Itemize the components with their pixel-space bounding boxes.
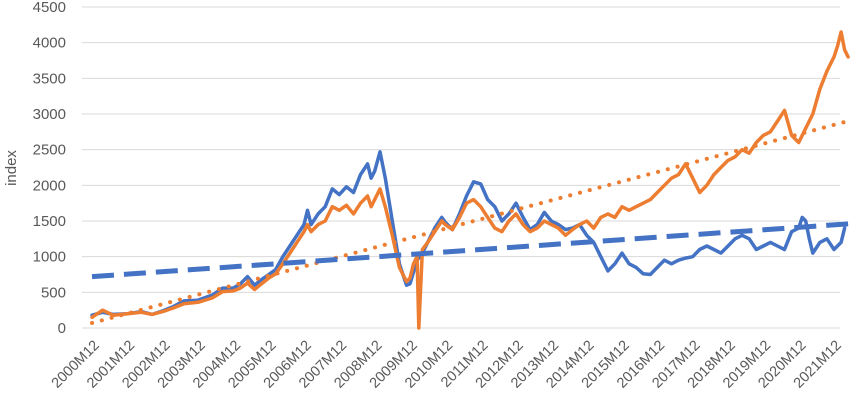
y-tick-label: 0 (58, 320, 66, 337)
y-tick-label: 4500 (33, 0, 66, 16)
series-layer (90, 30, 851, 330)
y-tick-label: 2000 (33, 177, 66, 194)
y-tick-label: 4000 (33, 35, 66, 52)
series-line-0 (90, 150, 847, 317)
y-tick-label: 3500 (33, 70, 66, 87)
y-axis-label: index (3, 150, 20, 186)
y-tick-label: 3000 (33, 106, 66, 123)
x-axis-ticks: 2000M122001M122002M122003M122004M122005M… (49, 338, 845, 392)
trendline-orange-dotted (90, 119, 851, 325)
y-tick-label: 2500 (33, 142, 66, 159)
series-line-1 (90, 30, 850, 330)
gridlines (82, 6, 840, 329)
y-tick-label: 1500 (33, 213, 66, 230)
y-tick-label: 500 (41, 284, 66, 301)
trendline-blue-dashed (91, 221, 849, 280)
y-axis-ticks: 0 500 1000 1500 2000 2500 3000 3500 4000 4500 (33, 0, 66, 337)
y-tick-label: 1000 (33, 249, 66, 266)
